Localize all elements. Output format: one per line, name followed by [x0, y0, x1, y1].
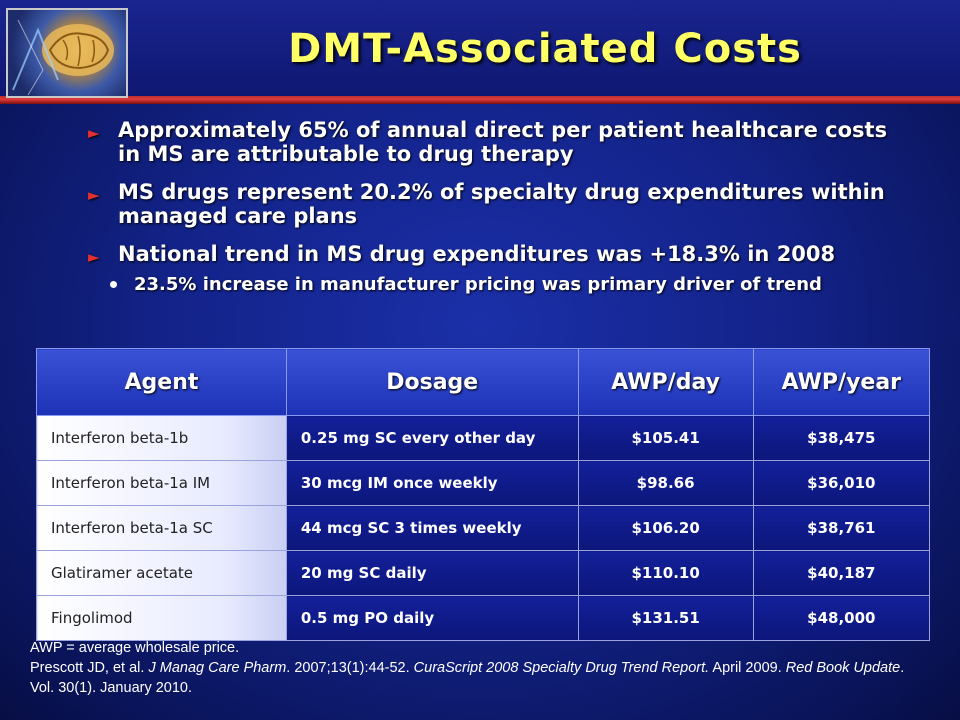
ref-text: Prescott JD, et al.	[30, 660, 149, 676]
table-row: Interferon beta-1a SC 44 mcg SC 3 times …	[36, 505, 931, 551]
header-awp-year: AWP/year	[752, 348, 931, 416]
header-dosage: Dosage	[285, 348, 579, 416]
bullet-item: ► MS drugs represent 20.2% of specialty …	[88, 180, 908, 228]
footnote-references: Prescott JD, et al. J Manag Care Pharm. …	[30, 658, 930, 698]
table-row: Interferon beta-1a IM 30 mcg IM once wee…	[36, 460, 931, 506]
table-row: Interferon beta-1b 0.25 mg SC every othe…	[36, 415, 931, 461]
awp-year-cell: $36,010	[752, 460, 931, 506]
sub-bullet-item: 23.5% increase in manufacturer pricing w…	[88, 274, 908, 296]
awp-day-cell: $110.10	[577, 550, 754, 596]
red-divider	[0, 96, 960, 104]
awp-day-cell: $106.20	[577, 505, 754, 551]
red-arrow-icon: ►	[88, 124, 100, 142]
header-awp-day: AWP/day	[577, 348, 754, 416]
agent-cell: Interferon beta-1a IM	[36, 460, 287, 506]
bullet-item: ► National trend in MS drug expenditures…	[88, 242, 908, 266]
ref-text: . 2007;13(1):44-52.	[286, 660, 414, 676]
table-row: Fingolimod 0.5 mg PO daily $131.51 $48,0…	[36, 595, 931, 641]
table-row: Glatiramer acetate 20 mg SC daily $110.1…	[36, 550, 931, 596]
ref-journal: J Manag Care Pharm	[148, 660, 287, 676]
dosage-cell: 0.25 mg SC every other day	[285, 415, 579, 461]
awp-year-cell: $38,761	[752, 505, 931, 551]
awp-day-cell: $98.66	[577, 460, 754, 506]
table-header-row: Agent Dosage AWP/day AWP/year	[36, 348, 931, 416]
bullet-item: ► Approximately 65% of annual direct per…	[88, 118, 908, 166]
sub-bullet-text: 23.5% increase in manufacturer pricing w…	[134, 274, 822, 295]
white-dot-icon	[110, 281, 117, 288]
awp-year-cell: $38,475	[752, 415, 931, 461]
ref-book: Red Book Update	[785, 660, 901, 676]
dosage-cell: 44 mcg SC 3 times weekly	[285, 505, 579, 551]
header-agent: Agent	[36, 348, 287, 416]
slide-title: DMT-Associated Costs	[288, 26, 802, 72]
red-arrow-icon: ►	[88, 248, 100, 266]
agent-cell: Interferon beta-1b	[36, 415, 287, 461]
dosage-cell: 0.5 mg PO daily	[285, 595, 579, 641]
red-arrow-icon: ►	[88, 186, 100, 204]
bullet-list: ► Approximately 65% of annual direct per…	[88, 118, 908, 296]
awp-year-cell: $40,187	[752, 550, 931, 596]
agent-cell: Fingolimod	[36, 595, 287, 641]
bullet-text: National trend in MS drug expenditures w…	[118, 242, 836, 266]
ref-text: . Vol. 30(1). January 2010.	[30, 660, 905, 696]
ref-text: April 2009.	[709, 660, 786, 676]
agent-cell: Interferon beta-1a SC	[36, 505, 287, 551]
bullet-text: MS drugs represent 20.2% of specialty dr…	[118, 180, 885, 228]
agent-cell: Glatiramer acetate	[36, 550, 287, 596]
awp-day-cell: $131.51	[577, 595, 754, 641]
footnote: AWP = average wholesale price. Prescott …	[30, 638, 930, 698]
awp-day-cell: $105.41	[577, 415, 754, 461]
ref-report: CuraScript 2008 Specialty Drug Trend Rep…	[413, 660, 710, 676]
dosage-cell: 30 mcg IM once weekly	[285, 460, 579, 506]
brain-logo-image	[6, 8, 128, 98]
dosage-cell: 20 mg SC daily	[285, 550, 579, 596]
title-bar	[0, 0, 960, 98]
drug-cost-table: Agent Dosage AWP/day AWP/year Interferon…	[36, 348, 931, 641]
footnote-abbreviation: AWP = average wholesale price.	[30, 640, 240, 656]
awp-year-cell: $48,000	[752, 595, 931, 641]
bullet-text: Approximately 65% of annual direct per p…	[118, 118, 888, 166]
brain-icon	[12, 19, 114, 96]
